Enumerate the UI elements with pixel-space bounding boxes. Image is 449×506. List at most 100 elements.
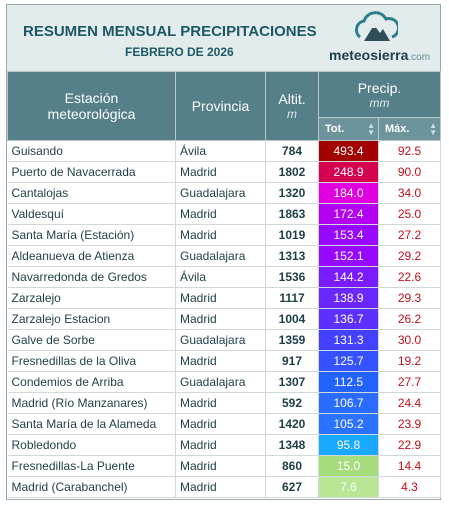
station-cell: Madrid (Río Manzanares) [7,392,176,414]
province-cell: Madrid [175,350,266,372]
station-cell: Madrid (Carabanchel) [7,476,176,498]
province-cell: Madrid [175,434,266,456]
total-cell: 105.2 [318,413,379,435]
max-cell: 25.0 [378,203,442,225]
province-cell: Madrid [175,413,266,435]
altitude-cell: 1536 [265,266,319,288]
altitude-cell: 592 [265,392,319,414]
altitude-cell: 784 [265,140,319,162]
province-cell: Madrid [175,203,266,225]
station-cell: Condemios de Arriba [7,371,176,393]
province-cell: Guadalajara [175,329,266,351]
total-cell: 131.3 [318,329,379,351]
table-row: Fresnedillas de la Oliva Madrid 917 125.7 19… [7,350,442,372]
table-row: Madrid (Río Manzanares) Madrid 592 106.7 24.… [7,392,442,414]
province-cell: Madrid [175,455,266,477]
table-row: Condemios de Arriba Guadalajara 1307 112.5 2… [7,371,442,393]
total-cell: 125.7 [318,350,379,372]
station-cell: Guisando [7,140,176,162]
max-header[interactable]: Máx. ▲ ▼ [377,117,442,141]
table-row: Madrid (Carabanchel) Madrid 627 7.6 4.3 [7,476,442,498]
station-cell: Robledondo [7,434,176,456]
altitude-cell: 1802 [265,161,319,183]
max-cell: 14.4 [378,455,442,477]
altitude-cell: 1359 [265,329,319,351]
province-cell: Ávila [175,266,266,288]
max-cell: 27.2 [378,224,442,246]
logo-suffix: .com [408,52,431,63]
province-cell: Ávila [175,140,266,162]
station-cell: Fresnedillas-La Puente [7,455,176,477]
table-row: Guisando Ávila 784 493.4 92.5 [7,140,442,162]
max-cell: 29.2 [378,245,442,267]
max-cell: 90.0 [378,161,442,183]
total-cell: 138.9 [318,287,379,309]
table-row: Valdesquí Madrid 1863 172.4 25.0 [7,203,442,225]
station-cell: Galve de Sorbe [7,329,176,351]
total-cell: 152.1 [318,245,379,267]
logo-name: meteosierra [329,47,409,63]
max-cell: 22.6 [378,266,442,288]
max-cell: 19.2 [378,350,442,372]
max-cell: 24.4 [378,392,442,414]
altitude-cell: 1320 [265,182,319,204]
province-cell: Madrid [175,161,266,183]
province-cell: Madrid [175,308,266,330]
total-cell: 95.8 [318,434,379,456]
title: RESUMEN MENSUAL PRECIPITACIONES [23,23,317,40]
province-header: Provincia [175,71,266,141]
max-cell: 22.9 [378,434,442,456]
station-cell: Santa María (Estación) [7,224,176,246]
province-cell: Madrid [175,287,266,309]
station-cell: Zarzalejo Estacion [7,308,176,330]
table-row: Fresnedillas-La Puente Madrid 860 15.0 14.4 [7,455,442,477]
station-cell: Puerto de Navacerrada [7,161,176,183]
table-row: Navarredonda de Gredos Ávila 1536 144.2 22.6 [7,266,442,288]
altitude-cell: 860 [265,455,319,477]
header: RESUMEN MENSUAL PRECIPITACIONES FEBRERO … [7,5,440,71]
altitude-cell: 627 [265,476,319,498]
total-cell: 112.5 [318,371,379,393]
table-row: Santa María de la Alameda Madrid 1420 105.2… [7,413,442,435]
altitude-cell: 1004 [265,308,319,330]
altitude-cell: 1420 [265,413,319,435]
subtitle: FEBRERO DE 2026 [125,45,234,59]
total-cell: 153.4 [318,224,379,246]
table-row: Zarzalejo Madrid 1117 138.9 29.3 [7,287,442,309]
station-cell: Fresnedillas de la Oliva [7,350,176,372]
total-cell: 172.4 [318,203,379,225]
total-cell: 15.0 [318,455,379,477]
max-cell: 30.0 [378,329,442,351]
province-cell: Madrid [175,476,266,498]
province-cell: Guadalajara [175,182,266,204]
logo-icon [355,11,398,41]
table-body: Guisando Ávila 784 493.4 92.5 Puerto de Navac… [7,140,442,498]
station-cell: Santa María de la Alameda [7,413,176,435]
station-cell: Aldeanueva de Atienza [7,245,176,267]
total-cell: 7.6 [318,476,379,498]
province-cell: Madrid [175,392,266,414]
altitude-cell: 1307 [265,371,319,393]
table-row: Robledondo Madrid 1348 95.8 22.9 [7,434,442,456]
province-cell: Guadalajara [175,245,266,267]
summary-panel: RESUMEN MENSUAL PRECIPITACIONES FEBRERO … [6,4,442,500]
max-cell: 29.3 [378,287,442,309]
altitude-cell: 1019 [265,224,319,246]
table-row: Galve de Sorbe Guadalajara 1359 131.3 30.0 [7,329,442,351]
province-cell: Guadalajara [175,371,266,393]
altitude-cell: 1863 [265,203,319,225]
station-header: Estación meteorológica [7,71,176,141]
altitude-cell: 917 [265,350,319,372]
total-header[interactable]: Tot. ▲ ▼ [318,117,379,141]
max-cell: 4.3 [378,476,442,498]
total-cell: 106.7 [318,392,379,414]
altitude-cell: 1348 [265,434,319,456]
province-cell: Madrid [175,224,266,246]
altitude-cell: 1313 [265,245,319,267]
table-row: Santa María (Estación) Madrid 1019 153.4 27.… [7,224,442,246]
precip-table: Estación meteorológica Provincia Altit. m… [7,71,442,498]
total-cell: 493.4 [318,140,379,162]
total-cell: 136.7 [318,308,379,330]
total-cell: 144.2 [318,266,379,288]
logo-text: meteosierra.com [329,47,430,63]
